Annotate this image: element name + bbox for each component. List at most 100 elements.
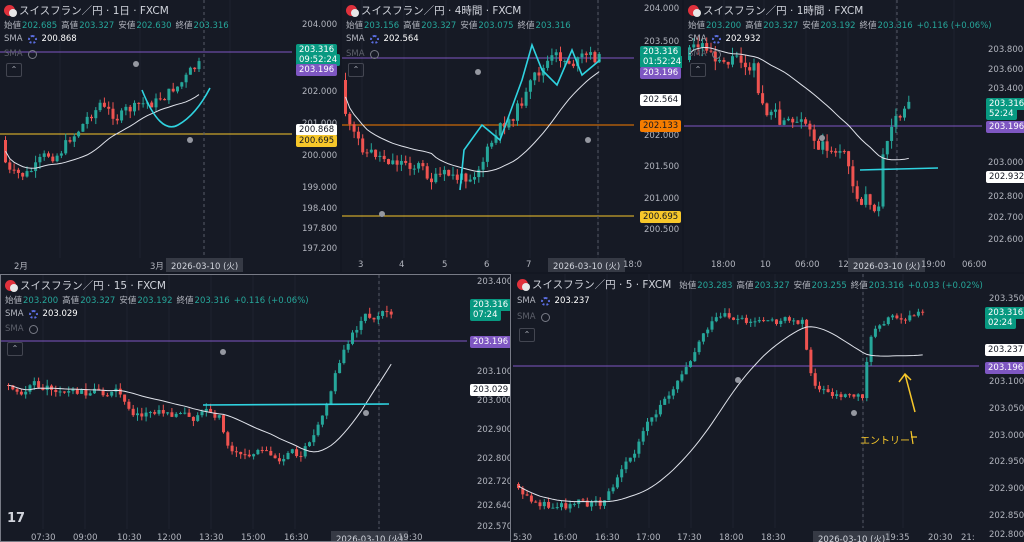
chart-canvas-15m[interactable] <box>1 275 511 542</box>
chart-canvas-5m[interactable] <box>513 274 1024 542</box>
candle-body <box>611 487 615 492</box>
candle-body <box>722 60 726 62</box>
candle-body <box>21 172 25 177</box>
time-label: 4 <box>399 260 405 270</box>
candle-body <box>404 160 408 163</box>
collapse-legend-chevron-icon[interactable]: ⌃ <box>7 342 23 356</box>
price-label: 202.850 <box>989 511 1024 521</box>
chart-panel-1h[interactable]: スイスフラン／円 · 1時間 · FXCM 始値203.200 高値203.327… <box>684 0 1024 272</box>
chart-canvas-1h[interactable] <box>684 0 1024 272</box>
candle-body <box>847 151 851 167</box>
chart-panel-4h[interactable]: スイスフラン／円 · 4時間 · FXCM 始値203.156 高値203.327… <box>342 0 682 272</box>
candle-body <box>603 500 606 506</box>
price-label: 200.500 <box>644 225 680 235</box>
candle-body <box>744 317 748 323</box>
event-marker-icon <box>735 377 741 383</box>
eye-hidden-icon[interactable] <box>540 312 550 322</box>
candle-body <box>468 179 472 182</box>
crosshair-date-badge: 2026-03-10 (火) <box>813 531 891 542</box>
candle-body <box>346 343 350 350</box>
sma-indicator-legend[interactable]: SMA 203.029 <box>5 309 78 319</box>
symbol-title[interactable]: スイスフラン／円 · 15 · FXCM <box>20 280 166 292</box>
candle-body <box>163 99 167 101</box>
collapse-legend-chevron-icon[interactable]: ⌃ <box>6 63 22 77</box>
candle-body <box>77 131 81 137</box>
candle-body <box>38 156 42 163</box>
candle-body <box>325 403 329 416</box>
eye-hidden-icon[interactable] <box>28 324 38 334</box>
symbol-title[interactable]: スイスフラン／円 · 5 · FXCM <box>532 279 672 291</box>
candle-body <box>197 61 201 70</box>
symbol-title[interactable]: スイスフラン／円 · 4時間 · FXCM <box>361 5 522 17</box>
symbol-title[interactable]: スイスフラン／円 · 1時間 · FXCM <box>703 5 864 17</box>
price-label: 201.500 <box>644 162 680 172</box>
candle-body <box>16 169 20 173</box>
horizontal-line-price-badge: 203.196 <box>640 67 682 79</box>
chart-canvas-4h[interactable] <box>342 0 682 272</box>
last-price-badge: 203.316 <box>640 46 682 58</box>
entry-annotation-label[interactable]: エントリー <box>860 436 910 447</box>
symbol-title[interactable]: スイスフラン／円 · 1日 · FXCM <box>19 5 169 17</box>
eye-hidden-icon[interactable] <box>711 49 721 59</box>
sma-hidden-legend[interactable]: SMA <box>346 49 379 59</box>
sma-hidden-legend[interactable]: SMA <box>517 312 550 322</box>
candle-body <box>671 389 675 396</box>
chart-panel-daily[interactable]: スイスフラン／円 · 1日 · FXCM 始値202.685 高値203.327 安… <box>0 0 340 272</box>
chart-panel-15m[interactable]: スイスフラン／円 · 15 · FXCM 始値203.200 高値203.327 安… <box>0 274 511 542</box>
candle-body <box>54 389 58 393</box>
sma-indicator-legend[interactable]: SMA 202.932 <box>688 34 761 44</box>
sma-indicator-legend[interactable]: SMA 202.564 <box>346 34 419 44</box>
sma-settings-icon[interactable] <box>27 34 37 44</box>
collapse-legend-chevron-icon[interactable]: ⌃ <box>519 328 535 342</box>
sma-indicator-legend[interactable]: SMA 203.237 <box>517 296 590 306</box>
time-label: 18:00 <box>719 533 744 542</box>
sma-hidden-legend[interactable]: SMA <box>688 49 721 59</box>
sma-settings-icon[interactable] <box>540 296 550 306</box>
eye-hidden-icon[interactable] <box>369 49 379 59</box>
sma-indicator-legend[interactable]: SMA 200.868 <box>4 34 77 44</box>
candle-body <box>818 385 821 390</box>
candle-body <box>585 500 589 507</box>
candle-body <box>739 55 743 63</box>
time-label: 5 <box>442 260 448 270</box>
candle-body <box>654 414 658 418</box>
last-price-badge: 203.316 <box>470 299 510 311</box>
candle-body <box>196 415 200 421</box>
time-label: 06:00 <box>795 260 820 270</box>
eye-hidden-icon[interactable] <box>27 49 37 59</box>
candle-body <box>376 315 380 320</box>
collapse-legend-chevron-icon[interactable]: ⌃ <box>348 63 364 77</box>
countdown-badge: 02:24 <box>985 317 1016 329</box>
candle-body <box>42 153 46 157</box>
candle-body <box>861 394 864 399</box>
candle-body <box>796 320 800 324</box>
ohlc-legend: 始値203.156 高値203.327 安値203.075 終値203.316 <box>346 21 571 31</box>
candle-body <box>684 367 688 375</box>
time-label: 16:30 <box>595 533 620 542</box>
sma-hidden-legend[interactable]: SMA <box>4 49 37 59</box>
candle-body <box>714 317 718 322</box>
sma-hidden-legend[interactable]: SMA <box>5 324 38 334</box>
sma-settings-icon[interactable] <box>369 34 379 44</box>
collapse-legend-chevron-icon[interactable]: ⌃ <box>690 63 706 77</box>
candle-body <box>826 389 830 393</box>
entry-arrow-icon <box>898 372 916 413</box>
sma-settings-icon[interactable] <box>28 309 38 319</box>
candle-body <box>821 141 825 150</box>
chart-panel-5m[interactable]: スイスフラン／円 · 5 · FXCM 始値203.283 高値203.327 安値… <box>513 274 1024 542</box>
crosshair-date-badge: 2026-03-10 (火) <box>548 258 626 272</box>
candle-body <box>144 412 148 417</box>
candle-body <box>907 101 911 109</box>
time-label: 21: <box>961 533 975 542</box>
tradingview-logo[interactable]: 17 <box>7 511 26 526</box>
candle-body <box>800 319 804 324</box>
time-label: 18:0 <box>623 260 643 270</box>
chart-canvas-daily[interactable] <box>0 0 340 272</box>
candle-body <box>748 67 752 71</box>
sma-settings-icon[interactable] <box>711 34 721 44</box>
time-label: 5:30 <box>513 533 533 542</box>
candle-body <box>528 80 532 92</box>
candle-body <box>368 313 372 318</box>
candle-body <box>93 388 96 394</box>
candle-body <box>538 502 542 507</box>
